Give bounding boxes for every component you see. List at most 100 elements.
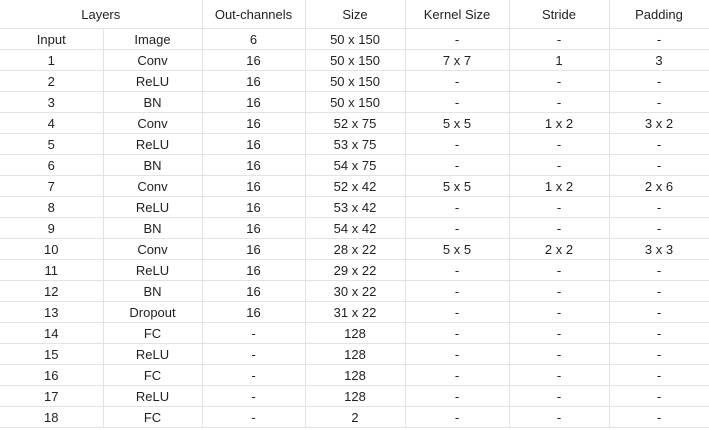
cell-out-channels: 16	[202, 259, 306, 281]
cell-stride: 1 x 2	[509, 112, 610, 134]
cell-stride: -	[509, 91, 610, 113]
table-row: 18 FC -2- - -	[0, 406, 709, 428]
cell-size: 128	[305, 343, 406, 365]
cell-layer-index: 11	[0, 259, 104, 281]
cell-out-channels: 16	[202, 175, 306, 197]
cell-size: 28 x 22	[305, 238, 406, 260]
cell-layer-index: 16	[0, 364, 104, 386]
cell-layer-type: FC	[103, 322, 203, 344]
cell-layer-index: 5	[0, 133, 104, 155]
cell-kernel-size: -	[405, 322, 510, 344]
cell-layer-index: 7	[0, 175, 104, 197]
cell-out-channels: -	[202, 385, 306, 407]
cell-layer-type: Dropout	[103, 301, 203, 323]
cell-padding: -	[609, 385, 709, 407]
cell-size: 128	[305, 385, 406, 407]
cell-stride: -	[509, 406, 610, 428]
cell-stride: -	[509, 196, 610, 218]
cell-layer-index: 17	[0, 385, 104, 407]
cell-layer-index: 18	[0, 406, 104, 428]
cell-kernel-size: -	[405, 301, 510, 323]
cell-padding: 3 x 2	[609, 112, 709, 134]
cell-layer-type: Conv	[103, 175, 203, 197]
cell-stride: 1	[509, 49, 610, 71]
header-out-channels: Out-channels	[202, 0, 306, 29]
cell-out-channels: 16	[202, 133, 306, 155]
cell-out-channels: 16	[202, 70, 306, 92]
cell-layer-type: FC	[103, 406, 203, 428]
cell-layer-type: ReLU	[103, 70, 203, 92]
cell-padding: -	[609, 217, 709, 239]
cell-kernel-size: 5 x 5	[405, 112, 510, 134]
header-stride: Stride	[509, 0, 610, 29]
table-row: 6 BN 16 54 x 75- - -	[0, 154, 709, 176]
cell-kernel-size: 5 x 5	[405, 175, 510, 197]
cell-layer-index: 10	[0, 238, 104, 260]
cell-out-channels: 16	[202, 154, 306, 176]
cell-stride: -	[509, 280, 610, 302]
cell-padding: -	[609, 343, 709, 365]
cell-stride: -	[509, 364, 610, 386]
table-row: 15 ReLU -128- - -	[0, 343, 709, 365]
cell-size: 31 x 22	[305, 301, 406, 323]
cell-stride: -	[509, 301, 610, 323]
table-row: Input Image 6 50 x 150- - -	[0, 28, 709, 50]
cell-layer-index: 15	[0, 343, 104, 365]
cell-stride: -	[509, 133, 610, 155]
cell-kernel-size: -	[405, 133, 510, 155]
cell-padding: -	[609, 28, 709, 50]
cell-out-channels: 16	[202, 217, 306, 239]
cell-padding: -	[609, 154, 709, 176]
table-row: 14 FC -128- - -	[0, 322, 709, 344]
cell-padding: 2 x 6	[609, 175, 709, 197]
cell-kernel-size: -	[405, 217, 510, 239]
cell-size: 50 x 150	[305, 91, 406, 113]
cell-stride: 2 x 2	[509, 238, 610, 260]
cell-stride: -	[509, 28, 610, 50]
cell-out-channels: 16	[202, 301, 306, 323]
cell-layer-type: ReLU	[103, 343, 203, 365]
cell-padding: -	[609, 301, 709, 323]
cell-kernel-size: -	[405, 70, 510, 92]
table-row: 11 ReLU 16 29 x 22- - -	[0, 259, 709, 281]
cell-size: 128	[305, 322, 406, 344]
cell-stride: -	[509, 217, 610, 239]
cell-stride: -	[509, 259, 610, 281]
cell-layer-type: ReLU	[103, 133, 203, 155]
cell-out-channels: 16	[202, 112, 306, 134]
header-size: Size	[305, 0, 406, 29]
cell-layer-index: 9	[0, 217, 104, 239]
cell-stride: 1 x 2	[509, 175, 610, 197]
cell-size: 53 x 75	[305, 133, 406, 155]
cell-padding: -	[609, 70, 709, 92]
cell-out-channels: 16	[202, 280, 306, 302]
cell-layer-type: Image	[103, 28, 203, 50]
cell-layer-index: 3	[0, 91, 104, 113]
cell-padding: 3 x 3	[609, 238, 709, 260]
cell-out-channels: 16	[202, 238, 306, 260]
cell-out-channels: 16	[202, 49, 306, 71]
cell-stride: -	[509, 70, 610, 92]
cell-layer-index: Input	[0, 28, 104, 50]
cell-kernel-size: -	[405, 343, 510, 365]
header-layers: Layers	[0, 0, 203, 29]
cell-layer-type: BN	[103, 280, 203, 302]
cell-size: 50 x 150	[305, 49, 406, 71]
cell-size: 52 x 42	[305, 175, 406, 197]
cell-layer-index: 12	[0, 280, 104, 302]
table-row: 12 BN 16 30 x 22- - -	[0, 280, 709, 302]
cell-layer-type: ReLU	[103, 259, 203, 281]
cell-size: 30 x 22	[305, 280, 406, 302]
cell-kernel-size: -	[405, 196, 510, 218]
cell-layer-type: BN	[103, 91, 203, 113]
cell-kernel-size: -	[405, 280, 510, 302]
cell-size: 54 x 42	[305, 217, 406, 239]
cell-padding: -	[609, 364, 709, 386]
cell-layer-type: Conv	[103, 112, 203, 134]
cell-stride: -	[509, 343, 610, 365]
